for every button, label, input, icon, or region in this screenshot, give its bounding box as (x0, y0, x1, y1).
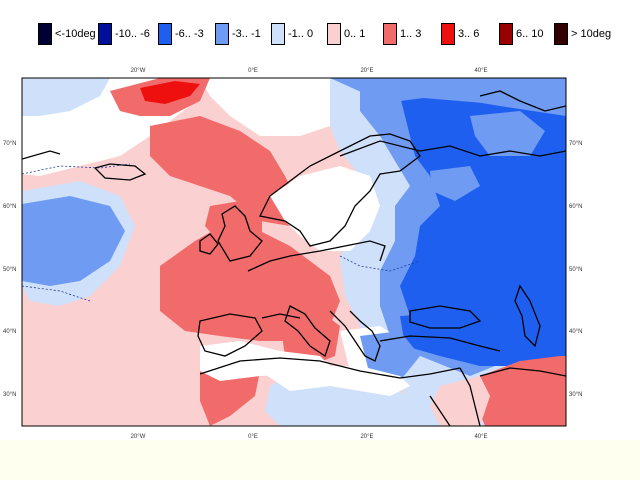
lat-right-30n: 30°N (569, 392, 582, 398)
legend-swatch-6 (327, 23, 341, 45)
coastline-greenland (22, 150, 61, 160)
lon-bottom-0e: 0°E (248, 434, 258, 440)
region-east-patch-2 (430, 166, 480, 201)
legend-item-2: -10.. -6 (98, 20, 150, 48)
legend-swatch-8 (441, 23, 455, 45)
legend-swatch-5 (271, 23, 285, 45)
coastline-russia-north (339, 140, 566, 157)
lon-bottom-20w: 20°W (131, 434, 146, 440)
coastline-scandinavia (259, 133, 421, 247)
legend-swatch-4 (215, 23, 229, 45)
region-uk-red (205, 201, 262, 246)
lat-left-40n: 40°N (3, 329, 16, 335)
isoline-2 (339, 255, 421, 272)
lon-bottom-40e: 40°E (474, 434, 487, 440)
legend-item-8: 3.. 6 (441, 20, 479, 48)
coastline-iceland (93, 163, 147, 181)
region-barents (330, 78, 566, 116)
region-north-atlantic-strong-red (140, 81, 200, 104)
coastline-italy (284, 305, 331, 358)
lon-top-40e: 40°E (474, 68, 487, 74)
bottom-band (0, 440, 640, 480)
lon-bottom-20e: 20°E (360, 434, 373, 440)
legend-label-7: 1.. 3 (400, 28, 422, 40)
region-east-patch-1 (470, 111, 545, 156)
coastline-uk (217, 205, 263, 262)
region-italy-red (280, 311, 340, 366)
coastline-iberia (197, 313, 263, 357)
legend-label-5: -1.. 0 (288, 28, 314, 40)
coastline-red-sea (429, 395, 451, 426)
region-middle-east-pink (430, 376, 490, 426)
isoline-3 (22, 285, 91, 302)
lat-right-50n: 50°N (569, 267, 582, 273)
lat-right-40n: 40°N (569, 329, 582, 335)
coastline-balkans (329, 310, 381, 362)
legend-label-9: 6.. 10 (516, 28, 544, 40)
coastline-ireland (199, 233, 219, 255)
region-turkey-blue (400, 311, 566, 366)
region-turkey-mid (360, 331, 420, 381)
region-middle-east-red (475, 356, 566, 426)
coastlines (22, 90, 566, 426)
legend-item-7: 1.. 3 (383, 20, 421, 48)
coastline-caspian (514, 284, 541, 348)
lon-top-20e: 20°E (360, 68, 373, 74)
legend-swatch-3 (158, 23, 172, 45)
legend-item-4: -3.. -1 (215, 20, 261, 48)
map-frame (21, 77, 567, 427)
legend-label-8: 3.. 6 (458, 28, 480, 40)
legend-swatch-7 (383, 23, 397, 45)
coastline-levant (459, 367, 481, 426)
region-norwegian-sea-red (150, 116, 300, 226)
coastline-arabia (479, 367, 566, 377)
region-atlantic-blue (22, 196, 125, 286)
lat-left-50n: 50°N (3, 267, 16, 273)
anomaly-map: 20°W 0°E 20°E 40°E 20°W 0°E 20°E 40°E 70… (3, 68, 582, 440)
lon-top-20w: 20°W (131, 68, 146, 74)
isolines (22, 163, 421, 302)
lat-right-70n: 70°N (569, 141, 582, 147)
coastline-continent (247, 240, 386, 272)
coastline-arctic-islands (479, 90, 566, 112)
legend-swatch-2 (98, 23, 112, 45)
legend-label-4: -3.. -1 (232, 28, 261, 40)
region-north-white (200, 78, 330, 136)
lat-left-60n: 60°N (3, 204, 16, 210)
legend-label-10: > 10deg (571, 28, 612, 40)
lon-top-0e: 0°E (248, 68, 258, 74)
lat-left-70n: 70°N (3, 141, 16, 147)
map-field (22, 78, 566, 426)
legend-item-9: 6.. 10 (499, 20, 544, 48)
legend-swatch-9 (499, 23, 513, 45)
legend-swatch-1 (38, 23, 52, 45)
lat-left-30n: 30°N (3, 392, 16, 398)
coastline-black-sea (409, 305, 482, 329)
legend-label-1: <-10deg (55, 28, 96, 40)
coastline-turkey (379, 335, 501, 352)
legend-item-1: <-10deg (38, 20, 96, 48)
legend-item-6: 0.. 1 (327, 20, 365, 48)
coastline-france-med (261, 313, 301, 319)
lat-right-60n: 60°N (569, 204, 582, 210)
region-western-europe-red (160, 221, 340, 341)
legend-label-3: -6.. -3 (175, 28, 204, 40)
legend-swatch-10 (554, 23, 568, 45)
legend-label-2: -10.. -6 (115, 28, 150, 40)
legend-item-10: > 10deg (554, 20, 611, 48)
map-area: 20°W 0°E 20°E 40°E 20°W 0°E 20°E 40°E 70… (0, 56, 640, 440)
region-greenland-lightblue (22, 78, 110, 116)
legend-item-3: -6.. -3 (158, 20, 204, 48)
temperature-anomaly-legend: <-10deg -10.. -6 -6.. -3 -3.. -1 -1.. 0 … (38, 20, 618, 52)
legend-item-5: -1.. 0 (271, 20, 313, 48)
coastline-north-africa (199, 357, 461, 379)
region-mediterranean-white (200, 341, 330, 381)
legend-label-6: 0.. 1 (344, 28, 366, 40)
